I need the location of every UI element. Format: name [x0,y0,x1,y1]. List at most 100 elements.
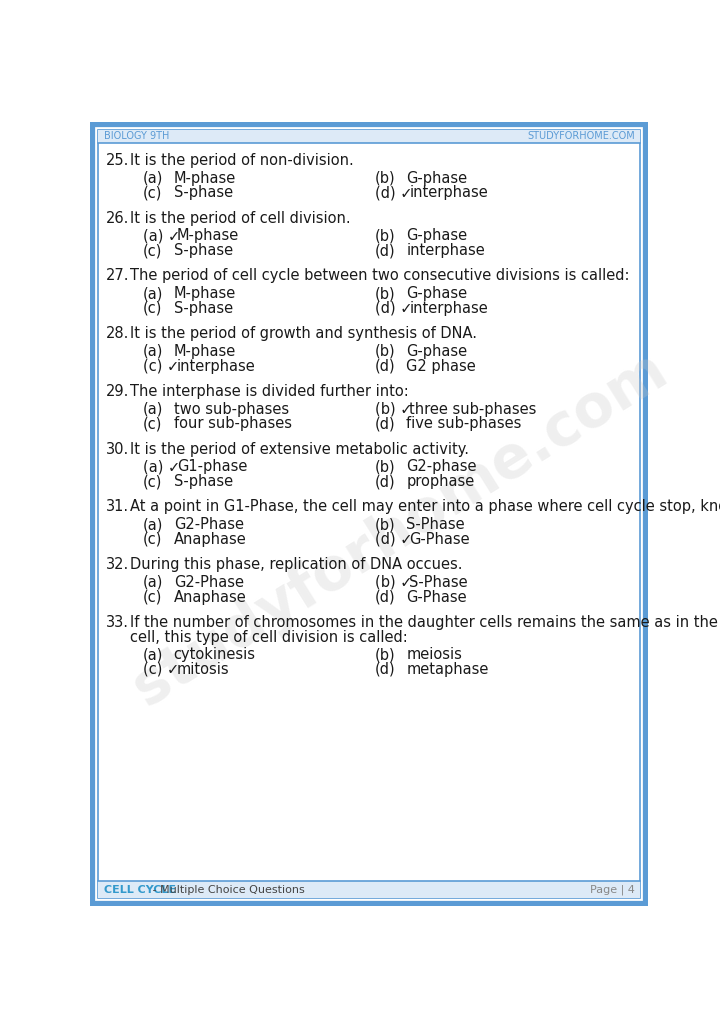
Text: (a): (a) [143,575,163,589]
Text: prophase: prophase [406,474,474,489]
Text: The interphase is divided further into:: The interphase is divided further into: [130,384,409,399]
Text: S-phase: S-phase [174,185,233,201]
Text: (a) ✓: (a) ✓ [143,228,180,243]
Text: (c): (c) [143,243,162,258]
Text: (b) ✓: (b) ✓ [375,402,413,416]
FancyBboxPatch shape [92,124,646,904]
Text: (b): (b) [375,171,396,185]
Text: mitosis: mitosis [177,662,230,677]
Text: (d) ✓: (d) ✓ [375,300,413,316]
Text: G-Phase: G-Phase [409,531,470,547]
Text: G-phase: G-phase [406,171,467,185]
Text: (b): (b) [375,459,396,474]
Text: (d): (d) [375,358,396,374]
Text: Anaphase: Anaphase [174,589,246,605]
Text: 27.: 27. [106,269,129,283]
Text: 30.: 30. [106,442,129,457]
Text: (c): (c) [143,589,162,605]
Text: metaphase: metaphase [406,662,489,677]
Text: Page | 4: Page | 4 [590,885,635,895]
Text: G2 phase: G2 phase [406,358,476,374]
Text: G-phase: G-phase [406,344,467,359]
Text: (a): (a) [143,402,163,416]
Text: G-phase: G-phase [406,286,467,301]
Text: (c): (c) [143,531,162,547]
Text: 33.: 33. [106,615,128,630]
Text: (a): (a) [143,286,163,301]
Text: M-phase: M-phase [174,171,236,185]
Text: (c) ✓: (c) ✓ [143,662,179,677]
Text: If the number of chromosomes in the daughter cells remains the same as in the pa: If the number of chromosomes in the daug… [130,615,720,630]
Text: two sub-phases: two sub-phases [174,402,289,416]
Text: (d): (d) [375,662,396,677]
Text: four sub-phases: four sub-phases [174,416,292,432]
Text: G-phase: G-phase [406,228,467,243]
Text: (c): (c) [143,185,162,201]
Text: interphase: interphase [409,185,488,201]
Text: (b): (b) [375,517,396,532]
Text: It is the period of cell division.: It is the period of cell division. [130,211,351,226]
Text: (c): (c) [143,474,162,489]
Text: - Multiple Choice Questions: - Multiple Choice Questions [149,885,305,895]
Text: interphase: interphase [409,300,488,316]
Text: (d): (d) [375,474,396,489]
Text: BIOLOGY 9TH: BIOLOGY 9TH [104,131,169,142]
Text: five sub-phases: five sub-phases [406,416,521,432]
Text: interphase: interphase [177,358,256,374]
Text: studyforhome.com: studyforhome.com [122,341,678,717]
Text: Anaphase: Anaphase [174,531,246,547]
Text: STUDYFORHOME.COM: STUDYFORHOME.COM [527,131,635,142]
Text: (a): (a) [143,517,163,532]
Text: three sub-phases: three sub-phases [409,402,536,416]
Text: (d) ✓: (d) ✓ [375,185,413,201]
Text: meiosis: meiosis [406,647,462,663]
Text: G2-Phase: G2-Phase [174,575,243,589]
Text: CELL CYCLE: CELL CYCLE [104,885,176,895]
Text: (b) ✓: (b) ✓ [375,575,413,589]
Text: 32.: 32. [106,557,129,572]
Text: interphase: interphase [406,243,485,258]
Text: 25.: 25. [106,153,129,168]
Text: M-phase: M-phase [177,228,239,243]
Text: G1-phase: G1-phase [177,459,247,474]
Text: 31.: 31. [106,500,129,514]
Text: 28.: 28. [106,326,129,341]
Text: (a): (a) [143,171,163,185]
Text: (d) ✓: (d) ✓ [375,531,413,547]
FancyBboxPatch shape [98,130,640,143]
Text: (a) ✓: (a) ✓ [143,459,180,474]
Text: cytokinesis: cytokinesis [174,647,256,663]
Text: M-phase: M-phase [174,344,236,359]
Text: 29.: 29. [106,384,129,399]
Text: (a): (a) [143,344,163,359]
Text: (b): (b) [375,647,396,663]
Text: (a): (a) [143,647,163,663]
Text: It is the period of extensive metabolic activity.: It is the period of extensive metabolic … [130,442,469,457]
Text: G-Phase: G-Phase [406,589,467,605]
Text: S-Phase: S-Phase [409,575,468,589]
Text: S-phase: S-phase [174,300,233,316]
Text: (c) ✓: (c) ✓ [143,358,179,374]
Text: cell, this type of cell division is called:: cell, this type of cell division is call… [130,629,408,644]
Text: (c): (c) [143,300,162,316]
Text: 26.: 26. [106,211,129,226]
FancyBboxPatch shape [98,882,640,898]
Text: (b): (b) [375,228,396,243]
Text: G2-Phase: G2-Phase [174,517,243,532]
Text: It is the period of growth and synthesis of DNA.: It is the period of growth and synthesis… [130,326,477,341]
Text: The period of cell cycle between two consecutive divisions is called:: The period of cell cycle between two con… [130,269,630,283]
FancyBboxPatch shape [98,130,640,898]
Text: (b): (b) [375,344,396,359]
Text: (c): (c) [143,416,162,432]
Text: It is the period of non-division.: It is the period of non-division. [130,153,354,168]
Text: S-Phase: S-Phase [406,517,465,532]
Text: (b): (b) [375,286,396,301]
Text: During this phase, replication of DNA occues.: During this phase, replication of DNA oc… [130,557,463,572]
Text: S-phase: S-phase [174,474,233,489]
Text: G2-phase: G2-phase [406,459,477,474]
Text: (d): (d) [375,589,396,605]
Text: S-phase: S-phase [174,243,233,258]
Text: At a point in G1-Phase, the cell may enter into a phase where cell cycle stop, k: At a point in G1-Phase, the cell may ent… [130,500,720,514]
Text: (d): (d) [375,243,396,258]
Text: M-phase: M-phase [174,286,236,301]
